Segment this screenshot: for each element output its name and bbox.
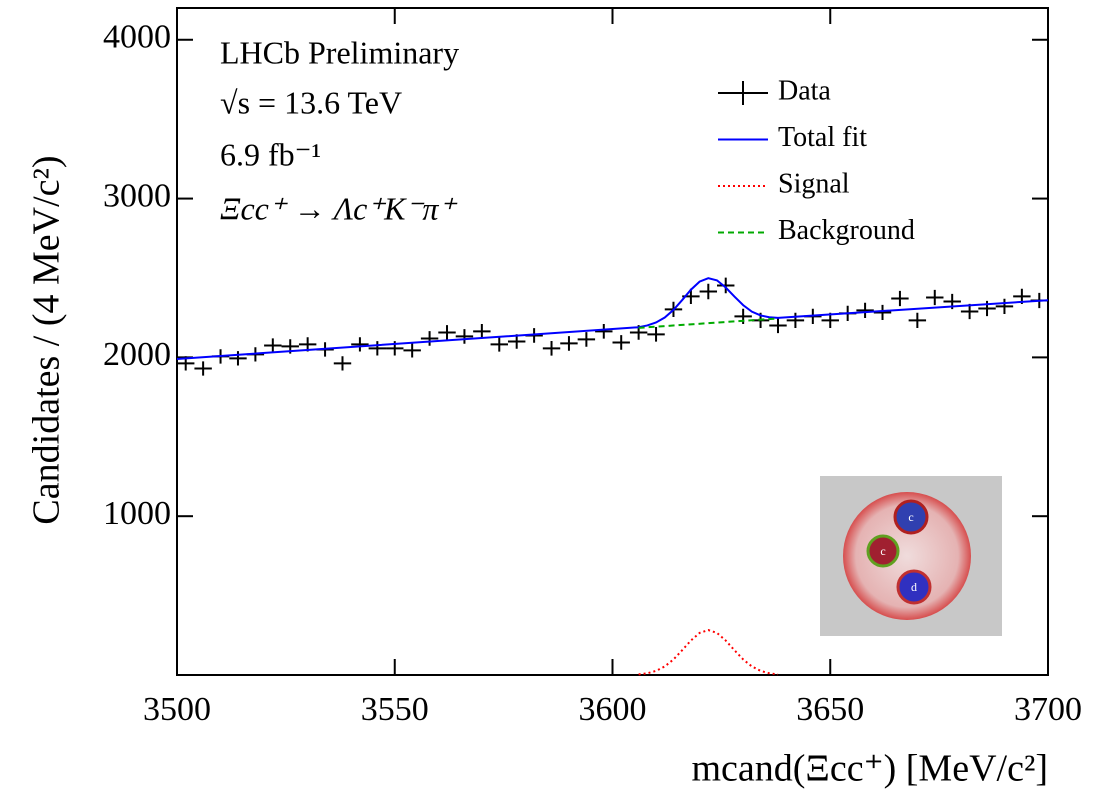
data-point [420, 331, 439, 346]
legend-symbol [718, 81, 768, 105]
data-point [507, 334, 526, 349]
data-point [455, 329, 474, 344]
data-point [699, 283, 718, 300]
data-point [490, 337, 508, 352]
annotation: LHCb Preliminary [220, 34, 459, 70]
svg-text:c: c [908, 510, 913, 524]
y-tick-label: 2000 [103, 336, 171, 373]
data-point [438, 325, 456, 340]
y-tick-label: 3000 [103, 177, 171, 214]
annotation: √s = 13.6 TeV [220, 84, 402, 120]
x-tick-label: 3550 [361, 691, 429, 728]
fit-line [638, 629, 779, 676]
data-point [577, 332, 596, 347]
x-tick-label: 3700 [1014, 691, 1082, 728]
data-point [264, 338, 282, 353]
y-axis-label: Candidates / (4 MeV/c²) [26, 155, 68, 524]
svg-text:c: c [880, 544, 885, 558]
data-point [542, 341, 561, 356]
data-point [229, 351, 247, 366]
svg-text:d: d [911, 580, 917, 594]
data-point [769, 317, 787, 334]
data-point [560, 336, 578, 351]
x-axis-label: mcand(Ξcc⁺) [MeV/c²] [691, 748, 1048, 790]
data-point [786, 312, 805, 329]
data-point [595, 324, 613, 339]
data-point [995, 298, 1014, 315]
x-tick-label: 3600 [579, 691, 647, 728]
data-point [891, 290, 909, 307]
data-point [351, 337, 369, 352]
data-point [960, 303, 979, 320]
fit-line [176, 277, 1049, 360]
legend-label: Signal [778, 168, 850, 199]
y-tick-label: 4000 [103, 19, 171, 56]
data-point [333, 356, 352, 371]
fit-line [638, 317, 779, 329]
annotation: 6.9 fb⁻¹ [220, 136, 321, 172]
data-point [403, 343, 421, 358]
data-point [908, 312, 927, 329]
legend-label: Total fit [778, 122, 867, 153]
x-tick-label: 3500 [143, 691, 211, 728]
data-point [612, 335, 630, 350]
data-point [473, 324, 491, 339]
inset-image: c c d [820, 476, 1002, 636]
data-point [717, 277, 735, 294]
legend-label: Background [778, 215, 915, 246]
legend-label: Data [778, 75, 831, 106]
x-tick-label: 3650 [796, 691, 864, 728]
data-point [856, 302, 874, 318]
data-point [368, 341, 387, 356]
y-tick-label: 1000 [103, 495, 171, 532]
data-point [647, 327, 665, 342]
data-point [194, 361, 212, 376]
data-point [873, 304, 892, 321]
annotation: Ξcc⁺ → Λc⁺K⁻π⁺ [220, 190, 457, 226]
data-point [926, 289, 944, 306]
